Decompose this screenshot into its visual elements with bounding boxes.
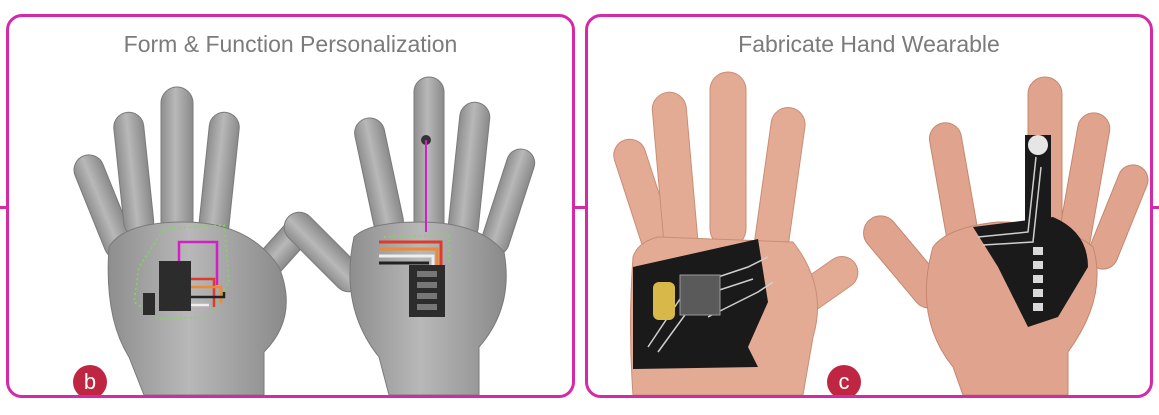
wearable-back-of-hand-photo [613,71,859,395]
panel-fabricate-wearable: Fabricate Hand Wearable [585,14,1153,398]
panel-form-function: Form & Function Personalization [6,14,575,398]
hand-model-back-view [73,86,310,395]
hand-model-palm-view [283,76,536,395]
panel-title: Fabricate Hand Wearable [738,31,1000,57]
hand-models-illustration [73,76,536,395]
badge-b: b [73,365,107,395]
left-connector-line [0,206,6,209]
badge-c: c [827,365,861,395]
hand-photos-illustration [613,71,1149,395]
wearable-palm-photo [863,76,1149,395]
right-connector-line [1153,206,1159,209]
panel-title: Form & Function Personalization [123,31,458,57]
middle-connector-line [575,206,585,209]
